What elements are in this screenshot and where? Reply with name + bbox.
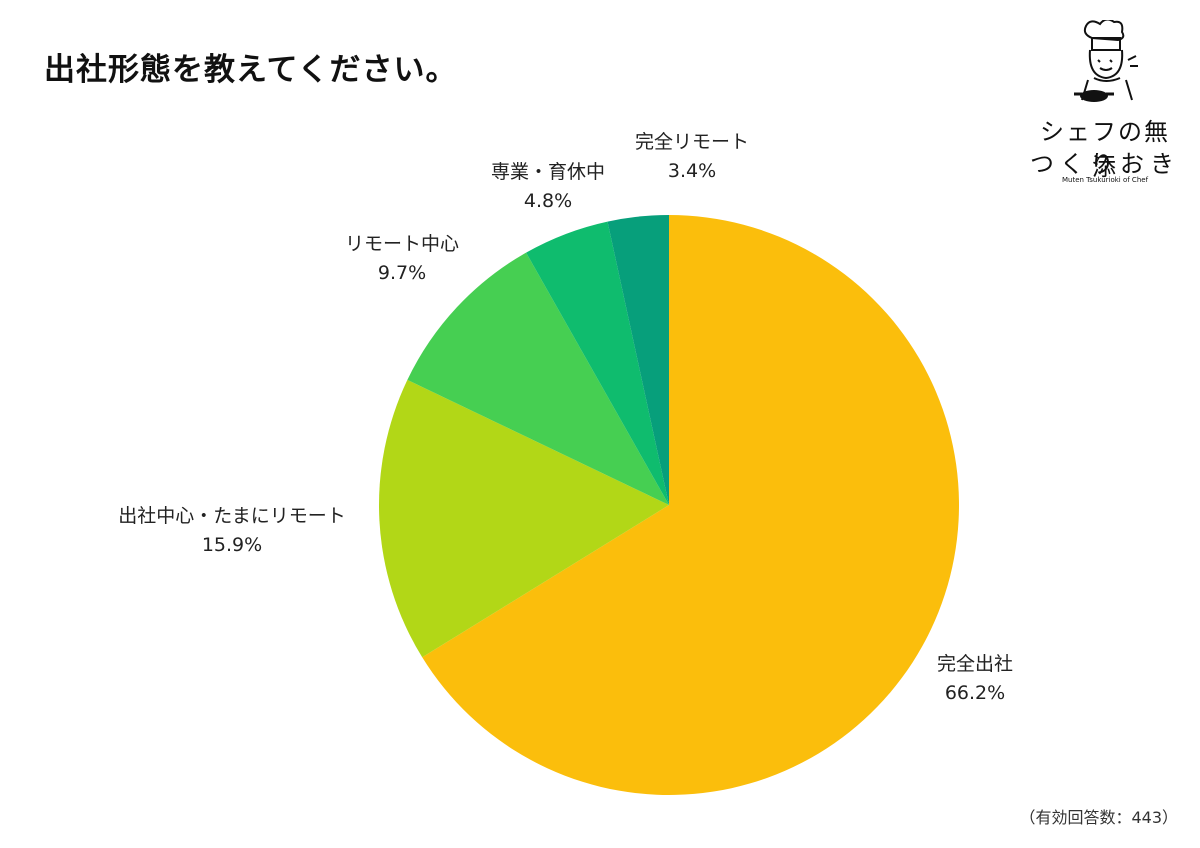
slice-label-2: リモート中心 [345, 233, 459, 255]
slice-value-label-2: 9.7% [378, 262, 426, 284]
chart-title: 出社形態を教えてください。 [44, 52, 458, 88]
pie-slice-3 [526, 221, 669, 506]
pie-slice-0 [422, 215, 959, 795]
logo-text-line1: シェフの無添 [1040, 118, 1170, 181]
slice-labels: 完全出社 66.2% 出社中心・たまにリモート 15.9% リモート中心 9.7% 専業・育… [118, 131, 1013, 704]
brand-logo: シェフの無添 つくりおき Muten Tsukurioki of Chef [1030, 18, 1180, 184]
logo-text-line2: つくりおき [1030, 150, 1180, 178]
slice-label-1: 出社中心・たまにリモート [118, 505, 345, 527]
slice-value-label-1: 15.9% [202, 534, 262, 556]
slice-value-label-3: 4.8% [524, 190, 572, 212]
slice-value-label-4: 3.4% [668, 160, 716, 182]
slice-label-4: 完全リモート [635, 131, 749, 153]
response-count-note: （有効回答数：443） [1019, 808, 1178, 827]
pie-slice-2 [407, 252, 669, 505]
logo-subtitle: Muten Tsukurioki of Chef [1061, 176, 1149, 184]
pie-slice-1 [379, 379, 669, 658]
pie-slice-4 [607, 215, 669, 505]
chef-mascot-icon [1074, 18, 1138, 102]
slice-label-3: 専業・育休中 [491, 161, 605, 183]
slice-label-0: 完全出社 [937, 653, 1013, 675]
slice-value-label-0: 66.2% [945, 682, 1005, 704]
pie-slices [379, 215, 959, 795]
